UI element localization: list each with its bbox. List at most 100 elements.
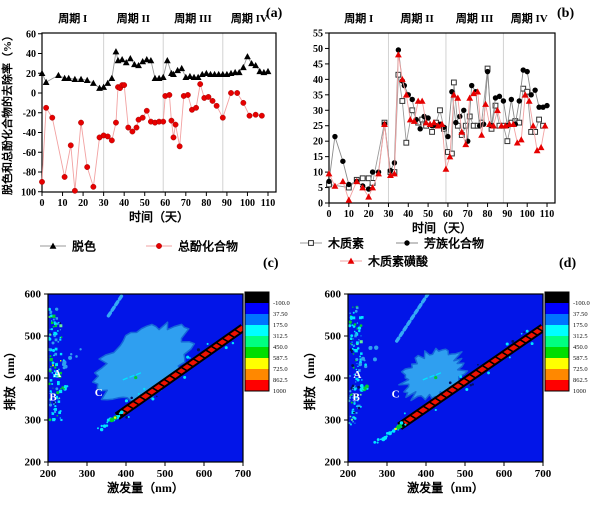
data-point-总酚化合物 <box>133 124 140 131</box>
data-point-芳族化合物 <box>332 133 338 140</box>
band-speckle <box>56 397 59 399</box>
data-point-脱色 <box>55 71 62 79</box>
colorbar-segment <box>245 369 269 380</box>
colorbar-segment <box>245 303 269 314</box>
stripe-hatch <box>192 358 200 364</box>
band-speckle <box>352 325 356 328</box>
band-speckle <box>357 365 359 368</box>
period-label: 周期 II <box>401 11 434 25</box>
y-tick-label: 200 <box>25 457 42 469</box>
band-speckle <box>56 380 60 384</box>
data-point-总酚化合物 <box>139 114 146 121</box>
colorbar-label: 1000 <box>573 388 586 395</box>
band-speckle <box>351 409 354 411</box>
stripe-fringe-speck <box>127 415 130 418</box>
band-speckle <box>353 345 355 348</box>
data-point-脱色 <box>83 76 91 83</box>
y-tick-label: 600 <box>325 289 342 301</box>
series-line-芳族化合物 <box>328 49 548 190</box>
band-speckle <box>51 372 54 374</box>
stripe-hatch <box>416 409 424 416</box>
data-point-木质素磺酸 <box>430 119 438 126</box>
stripe-fringe-speck <box>143 387 146 391</box>
x-tick-label: 110 <box>540 209 554 220</box>
plot-frame <box>328 32 556 204</box>
colorbar-label: 37.50 <box>573 311 588 318</box>
stripe-hatch <box>210 345 218 351</box>
band-speckle <box>51 361 55 365</box>
band-speckle <box>59 338 62 341</box>
band-speckle <box>51 383 54 385</box>
band-speckle <box>352 385 356 389</box>
panel-b-letter: (b) <box>557 6 575 21</box>
data-point-芳族化合物 <box>536 104 542 110</box>
data-point-木质素磺酸 <box>462 140 470 148</box>
data-point-脱色 <box>42 78 50 85</box>
band-speckle <box>353 401 356 404</box>
band-speckle <box>349 395 351 397</box>
stripe-tip-speckle <box>105 424 109 427</box>
data-point-脱色 <box>248 59 255 67</box>
blob-inner-speck <box>434 375 438 380</box>
band-speckle <box>55 317 59 320</box>
data-point-木质素磺酸 <box>474 88 482 95</box>
y-tick-label: 300 <box>325 415 342 427</box>
y-tick-label: 40 <box>313 75 323 86</box>
colorbar-label: -100.0 <box>273 300 290 307</box>
stripe-hatch <box>180 366 188 372</box>
data-point-脱色 <box>122 58 130 66</box>
data-point-芳族化合物 <box>425 115 431 121</box>
y-tick-label: 25 <box>313 121 323 132</box>
stripe-hatch <box>175 370 183 376</box>
y-tick-label: 10 <box>313 168 323 179</box>
band-speckle <box>49 328 51 330</box>
data-point-木质素磺酸 <box>391 170 398 177</box>
colorbar-segment <box>245 358 269 369</box>
stripe-tip-speckle <box>373 440 377 444</box>
band-speckle <box>348 324 352 328</box>
y-tick-label: 400 <box>325 373 342 385</box>
band-speckle <box>352 311 355 314</box>
stripe-tip-speckle <box>391 429 396 433</box>
band-speckle <box>359 384 364 388</box>
band-speckle <box>353 373 356 376</box>
band-speckle <box>374 345 379 350</box>
blob-inner-speck <box>129 374 135 378</box>
band-speckle <box>361 379 363 381</box>
band-speckle <box>58 375 62 379</box>
data-point-脱色 <box>264 67 272 75</box>
data-point-总酚化合物 <box>61 174 68 180</box>
colorbar-label: 450.0 <box>273 344 288 351</box>
band-speckle <box>350 342 352 345</box>
stripe-tip-green <box>110 417 115 422</box>
data-point-木质素磺酸 <box>513 139 521 146</box>
stripe-fringe-speck <box>508 356 511 359</box>
stripe-hatch <box>227 333 236 339</box>
x-tick-label: 200 <box>40 468 57 480</box>
band-speckle <box>353 411 356 414</box>
series-line-总酚化合物 <box>41 83 262 191</box>
band-speckle <box>350 401 353 404</box>
y-tick-label: 0 <box>31 89 36 100</box>
stripe-tip-yellow <box>394 427 397 431</box>
stripe-hatch <box>451 385 459 391</box>
data-point-总酚化合物 <box>125 124 132 131</box>
stripe-hatch <box>215 341 223 347</box>
band-speckle <box>54 352 58 356</box>
band-speckle <box>52 364 54 367</box>
y-axis-label: 总酚化合物去除率（%） <box>300 58 301 179</box>
data-point-总酚化合物 <box>172 121 179 128</box>
data-point-芳族化合物 <box>484 68 491 75</box>
band-speckle <box>58 321 60 324</box>
legend-label: 总酚化合物 <box>178 239 238 254</box>
y-tick-label: 20 <box>313 137 323 148</box>
period-label: 周期 II <box>117 11 150 25</box>
stripe-hatch <box>132 400 140 406</box>
data-point-脱色 <box>178 64 186 72</box>
stripe-fringe-speck <box>403 412 406 415</box>
x-tick-label: 50 <box>140 198 150 209</box>
data-point-木质素 <box>504 138 511 145</box>
data-point-脱色 <box>235 68 243 76</box>
data-point-总酚化合物 <box>246 112 253 119</box>
band-speckle <box>54 366 57 369</box>
